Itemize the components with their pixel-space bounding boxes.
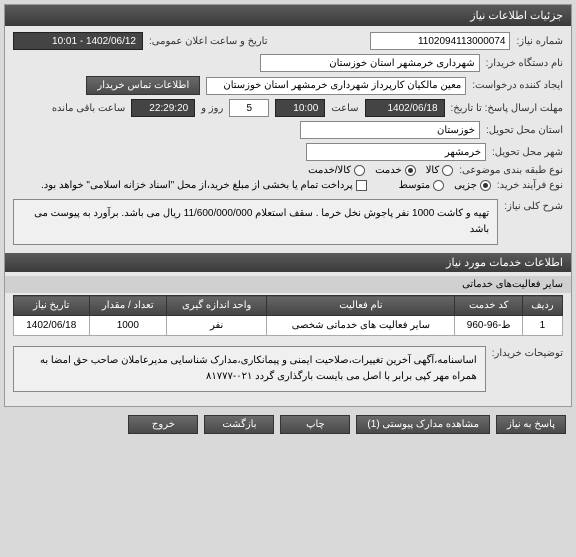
radio-khadmat-label: خدمت	[375, 165, 402, 176]
table-header-row: ردیف کد خدمت نام فعالیت واحد اندازه گیری…	[14, 296, 563, 316]
province-label: استان محل تحویل:	[486, 125, 563, 136]
table-row: 1 ط-96-960 سایر فعالیت های خدماتی شخصی ن…	[14, 316, 563, 336]
buyer-notes-label: توضیحات خریدار:	[492, 342, 563, 359]
contact-buyer-button[interactable]: اطلاعات تماس خریدار	[86, 76, 200, 95]
need-number-label: شماره نیاز:	[516, 36, 563, 47]
row-desc: شرح کلی نیاز: تهیه و کاشت 1000 نفر پاجوش…	[13, 195, 563, 249]
category-radios: کالا خدمت کالا/خدمت	[308, 165, 453, 176]
services-section-title: اطلاعات خدمات مورد نیاز	[5, 253, 571, 272]
payment-check-label: پرداخت تمام یا بخشی از مبلغ خرید،از محل …	[41, 180, 353, 191]
requester-value: معین مالکیان کارپرداز شهرداری خرمشهر است…	[206, 77, 466, 95]
row-category: نوع طبقه بندی موضوعی: کالا خدمت کالا/خدم…	[13, 165, 563, 176]
th-0: ردیف	[522, 296, 562, 316]
checkbox-icon	[356, 180, 367, 191]
th-5: تاریخ نیاز	[14, 296, 90, 316]
days-value: 5	[229, 99, 269, 117]
panel-title: جزئیات اطلاعات نیاز	[5, 5, 571, 26]
process-radios: جزیی متوسط	[399, 180, 491, 191]
radio-medium-label: متوسط	[399, 180, 430, 191]
panel-body: شماره نیاز: 1102094113000074 تاریخ و ساع…	[5, 26, 571, 406]
td-3: نفر	[167, 316, 267, 336]
city-label: شهر محل تحویل:	[492, 147, 563, 158]
announce-label: تاریخ و ساعت اعلان عمومی:	[149, 36, 268, 47]
radio-khadmat[interactable]: خدمت	[375, 165, 416, 176]
reply-button[interactable]: پاسخ به نیاز	[496, 415, 566, 434]
desc-label: شرح کلی نیاز:	[504, 195, 563, 212]
row-buyer: نام دستگاه خریدار: شهرداری خرمشهر استان …	[13, 54, 563, 72]
th-1: کد خدمت	[455, 296, 522, 316]
province-value: خوزستان	[300, 121, 480, 139]
services-table: ردیف کد خدمت نام فعالیت واحد اندازه گیری…	[13, 295, 563, 336]
td-5: 1402/06/18	[14, 316, 90, 336]
row-need-number: شماره نیاز: 1102094113000074 تاریخ و ساع…	[13, 32, 563, 50]
attachments-button[interactable]: مشاهده مدارک پیوستی (1)	[356, 415, 490, 434]
row-province: استان محل تحویل: خوزستان	[13, 121, 563, 139]
remain-suffix: ساعت باقی مانده	[52, 103, 125, 114]
td-1: ط-96-960	[455, 316, 522, 336]
countdown: 22:29:20	[131, 99, 195, 117]
buy-process-label: نوع فرآیند خرید:	[497, 180, 563, 191]
row-process: نوع فرآیند خرید: جزیی متوسط پرداخت تمام …	[13, 180, 563, 191]
payment-check-item[interactable]: پرداخت تمام یا بخشی از مبلغ خرید،از محل …	[41, 180, 367, 191]
th-4: تعداد / مقدار	[89, 296, 167, 316]
row-buyer-notes: توضیحات خریدار: اساسنامه،آگهی آخرین تغیی…	[13, 342, 563, 396]
back-button[interactable]: بازگشت	[204, 415, 274, 434]
need-number-value: 1102094113000074	[370, 32, 510, 50]
exit-button[interactable]: خروج	[128, 415, 198, 434]
category-label: نوع طبقه بندی موضوعی:	[459, 165, 563, 176]
th-2: نام فعالیت	[267, 296, 455, 316]
radio-kala-label: کالا	[426, 165, 440, 176]
td-4: 1000	[89, 316, 167, 336]
td-0: 1	[522, 316, 562, 336]
radio-both-label: کالا/خدمت	[308, 165, 351, 176]
buyer-label: نام دستگاه خریدار:	[486, 58, 563, 69]
main-panel: جزئیات اطلاعات نیاز شماره نیاز: 11020941…	[4, 4, 572, 407]
city-value: خرمشهر	[306, 143, 486, 161]
row-deadline: مهلت ارسال پاسخ: تا تاریخ: 1402/06/18 سا…	[13, 99, 563, 117]
th-3: واحد اندازه گیری	[167, 296, 267, 316]
radio-medium[interactable]: متوسط	[399, 180, 444, 191]
deadline-label: مهلت ارسال پاسخ: تا تاریخ:	[451, 103, 563, 114]
buyer-notes-text: اساسنامه،آگهی آخرین تغییرات،صلاحیت ایمنی…	[13, 346, 486, 392]
services-subsection: سایر فعالیت‌های خدماتی	[5, 276, 571, 293]
announce-value: 1402/06/12 - 10:01	[13, 32, 143, 50]
row-city: شهر محل تحویل: خرمشهر	[13, 143, 563, 161]
radio-small-label: جزیی	[454, 180, 477, 191]
desc-text: تهیه و کاشت 1000 نفر پاجوش نخل خرما . سق…	[13, 199, 498, 245]
deadline-time: 10:00	[275, 99, 325, 117]
row-requester: ایجاد کننده درخواست: معین مالکیان کارپرد…	[13, 76, 563, 95]
time-label-1: ساعت	[331, 103, 358, 114]
radio-small[interactable]: جزیی	[454, 180, 491, 191]
td-2: سایر فعالیت های خدماتی شخصی	[267, 316, 455, 336]
buyer-value: شهرداری خرمشهر استان خوزستان	[260, 54, 480, 72]
print-button[interactable]: چاپ	[280, 415, 350, 434]
deadline-date: 1402/06/18	[365, 99, 445, 117]
footer-buttons: پاسخ به نیاز مشاهده مدارک پیوستی (1) چاپ…	[4, 407, 572, 442]
radio-both[interactable]: کالا/خدمت	[308, 165, 365, 176]
radio-kala[interactable]: کالا	[426, 165, 454, 176]
days-suffix: روز و	[201, 103, 223, 114]
requester-label: ایجاد کننده درخواست:	[472, 80, 563, 91]
